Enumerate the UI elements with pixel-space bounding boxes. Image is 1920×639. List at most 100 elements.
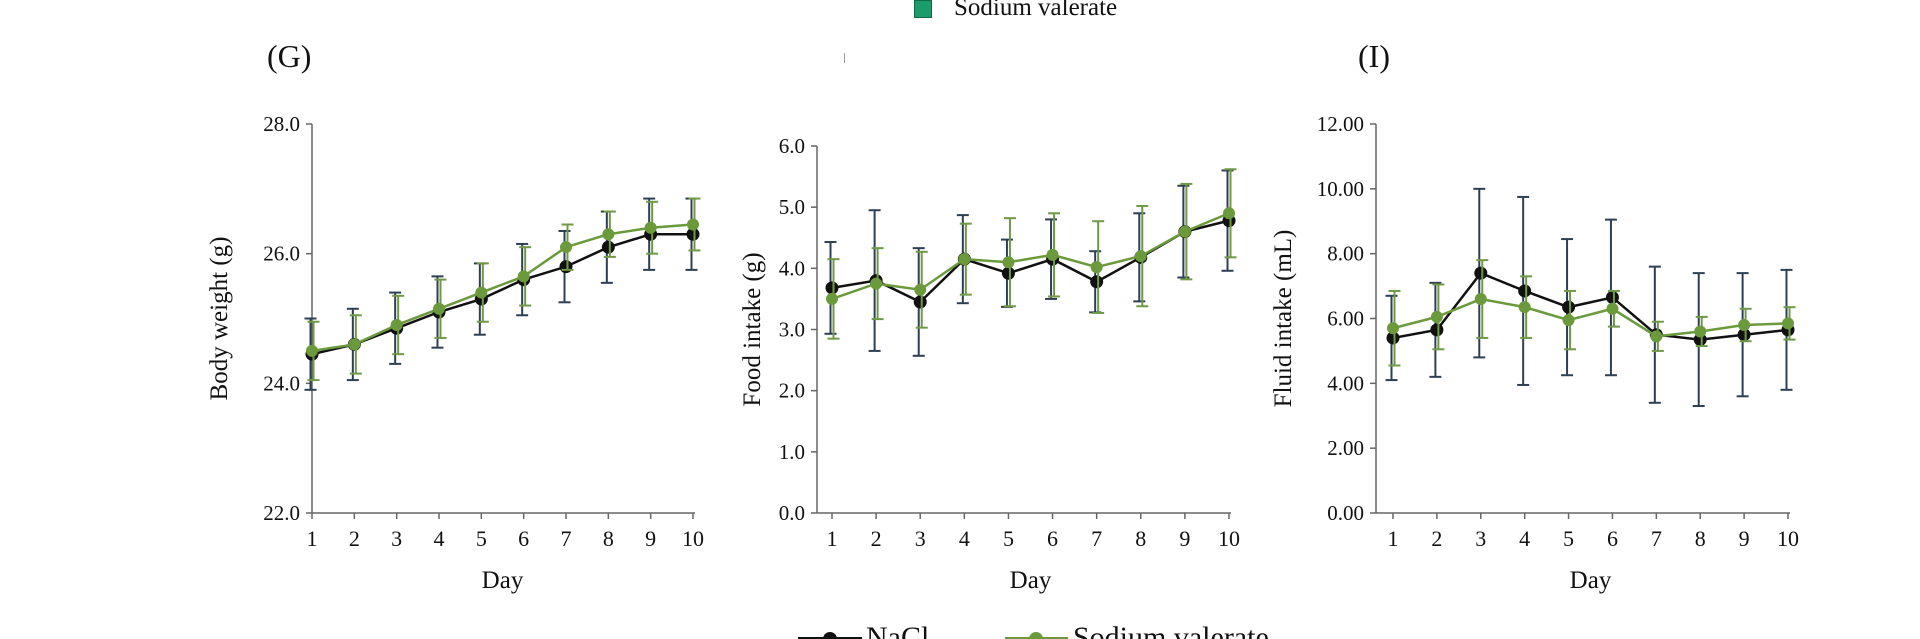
data-point-nacl (913, 295, 927, 309)
data-point-sodium-valerate (1223, 207, 1235, 220)
data-point-sodium-valerate (475, 286, 488, 299)
legend-label-sodium-valerate: Sodium valerate (1073, 621, 1269, 639)
x-tick-label: 8 (1695, 526, 1706, 551)
data-point-sodium-valerate (1134, 250, 1147, 263)
y-axis-title: Food intake (g) (739, 252, 766, 406)
y-tick-label: 2.0 (779, 379, 805, 403)
data-point-sodium-valerate (1474, 293, 1487, 306)
data-point-sodium-valerate (826, 292, 838, 305)
x-tick-label: 6 (1047, 526, 1058, 551)
y-axis-title: Fluid intake (mL) (1270, 230, 1297, 408)
bottom-legend: NaCl Sodium valerate (798, 621, 1269, 639)
x-tick-label: 8 (603, 526, 614, 551)
y-tick-label: 6.00 (1327, 307, 1364, 331)
data-point-sodium-valerate (1738, 318, 1751, 331)
y-tick-label: 2.00 (1327, 436, 1364, 460)
x-tick-label: 1 (1388, 526, 1399, 551)
panel-label-i: (I) (1358, 38, 1390, 74)
y-tick-label: 22.0 (263, 501, 300, 525)
legend-label-sodium-valerate: Sodium valerate (954, 0, 1118, 21)
data-point-sodium-valerate (1430, 310, 1443, 323)
legend-marker-sodium-valerate (1029, 632, 1043, 639)
x-axis-title: Day (1570, 567, 1612, 594)
data-point-sodium-valerate (1046, 248, 1059, 261)
data-point-nacl (825, 281, 839, 295)
data-point-nacl (601, 240, 615, 254)
data-point-nacl (1737, 328, 1751, 342)
data-point-sodium-valerate (870, 277, 883, 290)
chart-body-weight: 22.0 24.0 26.0 28.0 1 2 3 4 5 6 7 8 9 10 Day Body weigh… (206, 112, 704, 594)
legend-marker-nacl (823, 632, 837, 639)
x-tick-label: 1 (827, 526, 838, 551)
data-point-sodium-valerate (1518, 301, 1531, 314)
series-line-nacl (831, 219, 1230, 304)
x-tick-label: 5 (1003, 526, 1014, 551)
data-point-sodium-valerate (433, 302, 445, 315)
y-tick-label: 4.00 (1327, 371, 1364, 395)
x-tick-label: 3 (1475, 526, 1486, 551)
x-tick-label: 2 (871, 526, 882, 551)
data-point-sodium-valerate (348, 338, 361, 351)
y-tick-label: 12.00 (1317, 112, 1364, 136)
x-tick-label: 6 (1607, 526, 1618, 551)
x-tick-label: 5 (1563, 526, 1574, 551)
series-line-sodium-valerate (831, 212, 1230, 301)
data-point-sodium-valerate (1782, 317, 1794, 330)
y-tick-label: 1.0 (779, 440, 805, 464)
data-point-nacl (1474, 266, 1488, 280)
x-tick-label: 3 (391, 526, 402, 551)
data-point-nacl (1090, 275, 1104, 289)
data-point-sodium-valerate (602, 228, 615, 241)
data-point-sodium-valerate (306, 344, 318, 357)
data-point-nacl (686, 227, 700, 241)
x-tick-label: 2 (349, 526, 360, 551)
data-point-sodium-valerate (1650, 330, 1663, 343)
legend-swatch-sodium-valerate (914, 0, 932, 18)
data-point-sodium-valerate (914, 283, 927, 296)
series-line-nacl (311, 232, 693, 356)
x-tick-label: 5 (476, 526, 487, 551)
data-point-sodium-valerate (1562, 314, 1575, 327)
x-tick-label: 3 (915, 526, 926, 551)
data-point-nacl (559, 260, 573, 274)
y-tick-label: 6.0 (779, 134, 805, 158)
y-tick-label: 4.0 (779, 256, 805, 280)
data-point-nacl (1605, 290, 1619, 304)
panel-divider (844, 53, 845, 63)
x-tick-label: 9 (645, 526, 656, 551)
series-line-sodium-valerate (1392, 297, 1789, 338)
x-tick-label: 4 (434, 526, 445, 551)
x-tick-label: 10 (1777, 526, 1799, 551)
data-point-sodium-valerate (1178, 225, 1191, 238)
data-point-nacl (1430, 323, 1444, 337)
data-point-sodium-valerate (1002, 256, 1015, 269)
x-axis-title: Day (1010, 567, 1052, 594)
chart-fluid-intake: 0.00 2.00 4.00 6.00 8.00 10.00 12.00 1 2 3 4 5 6 7 8 9 1… (1270, 112, 1799, 594)
x-tick-label: 4 (959, 526, 970, 551)
data-point-nacl (1386, 331, 1400, 345)
x-tick-label: 6 (518, 526, 529, 551)
x-tick-label: 7 (1651, 526, 1662, 551)
x-tick-label: 9 (1739, 526, 1750, 551)
data-point-sodium-valerate (644, 221, 657, 234)
y-tick-label: 8.00 (1327, 242, 1364, 266)
x-tick-label: 7 (561, 526, 572, 551)
data-point-sodium-valerate (1387, 322, 1399, 335)
series-line-nacl (1392, 271, 1789, 341)
data-point-sodium-valerate (560, 241, 572, 254)
x-tick-label: 1 (307, 526, 318, 551)
x-tick-label: 8 (1135, 526, 1146, 551)
data-point-sodium-valerate (517, 270, 530, 283)
x-tick-label: 4 (1519, 526, 1530, 551)
y-tick-label: 0.00 (1327, 501, 1364, 525)
y-tick-label: 3.0 (779, 318, 805, 342)
data-point-nacl (1562, 300, 1576, 314)
y-tick-label: 28.0 (263, 112, 300, 136)
y-axis-title: Body weight (g) (206, 237, 233, 401)
chart-food-intake: 0.0 1.0 2.0 3.0 4.0 5.0 6.0 1 2 3 4 5 6 7 8 9 10 Day Food … (739, 134, 1240, 594)
x-tick-label: 2 (1431, 526, 1442, 551)
data-point-nacl (1518, 284, 1532, 298)
data-point-nacl (1001, 266, 1015, 280)
top-legend: Sodium valerate (914, 0, 1117, 28)
data-point-sodium-valerate (1694, 325, 1707, 338)
